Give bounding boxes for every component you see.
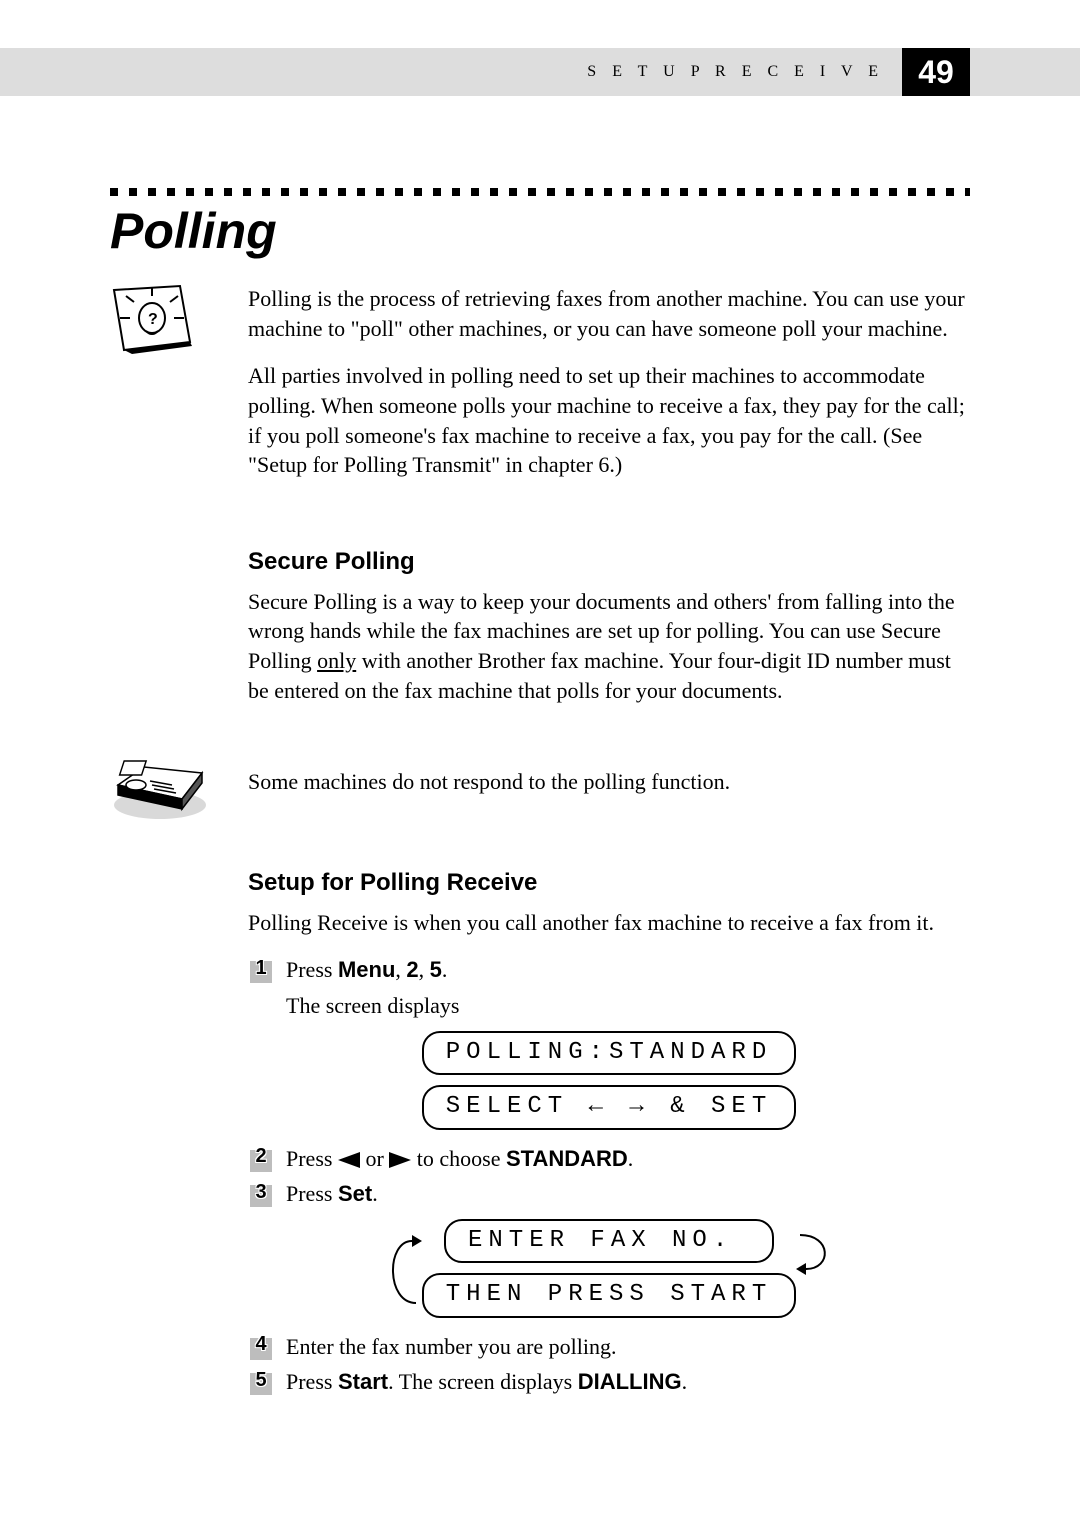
right-arrow-icon <box>389 1152 411 1168</box>
step-1: 1 Press Menu, 2, 5. <box>248 955 970 985</box>
cycle-right-arrow-icon <box>796 1225 838 1275</box>
step3-set: Set <box>338 1181 372 1206</box>
header-right-group: S E T U P R E C E I V E 49 <box>587 48 970 96</box>
intro-paragraph-2: All parties involved in polling need to … <box>248 361 970 480</box>
step-5-body: Press Start. The screen displays DIALLIN… <box>286 1367 970 1397</box>
tip-icon-col: ? <box>110 284 220 358</box>
step5-start: Start <box>338 1369 388 1394</box>
secure-section: Secure Polling Secure Polling is a way t… <box>110 518 970 723</box>
setup-section: Setup for Polling Receive Polling Receiv… <box>110 839 970 1403</box>
content-area: Polling ? <box>110 188 970 1403</box>
step-4: 4 Enter the fax number you are polling. <box>248 1332 970 1362</box>
left-arrow-icon <box>338 1152 360 1168</box>
step-1-sub: The screen displays <box>286 991 970 1021</box>
step-number-1: 1 <box>248 955 274 981</box>
secure-polling-paragraph: Secure Polling is a way to keep your doc… <box>248 587 970 706</box>
step-3-body: Press Set. <box>286 1179 970 1209</box>
step1-a: Press <box>286 957 338 982</box>
lcd-select-set: SELECT ← → & SET <box>422 1085 796 1129</box>
step5-c: . The screen displays <box>388 1369 578 1394</box>
step2-e: . <box>628 1146 634 1171</box>
lightbulb-icon: ? <box>110 284 194 358</box>
secure-only: only <box>317 648 356 673</box>
setup-body: Setup for Polling Receive Polling Receiv… <box>248 839 970 1403</box>
lcd-cycle: ENTER FAX NO. THEN PRESS START <box>422 1219 796 1318</box>
step3-a: Press <box>286 1181 338 1206</box>
cycle-left-arrow-icon <box>378 1225 422 1315</box>
step-number-2: 2 <box>248 1144 274 1170</box>
svg-text:?: ? <box>148 311 158 328</box>
step-2: 2 Press or to choose STANDARD. <box>248 1144 970 1174</box>
manual-page: S E T U P R E C E I V E 49 Polling <box>0 0 1080 1526</box>
step3-c: . <box>372 1181 378 1206</box>
step1-2: 2 <box>406 957 418 982</box>
fax-icon-col <box>110 743 220 821</box>
step1-5: 5 <box>430 957 442 982</box>
step2-a: Press <box>286 1146 338 1171</box>
step-2-body: Press or to choose STANDARD. <box>286 1144 970 1174</box>
header-section-label: S E T U P R E C E I V E <box>587 63 902 81</box>
step-4-body: Enter the fax number you are polling. <box>286 1332 970 1362</box>
secure-body: Secure Polling Secure Polling is a way t… <box>248 518 970 723</box>
setup-heading: Setup for Polling Receive <box>248 867 970 899</box>
machine-note-row: Some machines do not respond to the poll… <box>110 743 970 821</box>
intro-paragraph-1: Polling is the process of retrieving fax… <box>248 284 970 343</box>
dotted-rule <box>110 188 970 196</box>
lcd-polling-standard: POLLING:STANDARD <box>422 1031 796 1075</box>
intro-text-col: Polling is the process of retrieving fax… <box>248 284 970 498</box>
steps-list: 1 Press Menu, 2, 5. The screen displays … <box>248 955 970 1397</box>
step-1-body: Press Menu, 2, 5. <box>286 955 970 985</box>
step1-menu: Menu <box>338 957 395 982</box>
step5-dialling: DIALLING <box>578 1369 682 1394</box>
step2-c: to choose <box>411 1146 506 1171</box>
setup-intro: Polling Receive is when you call another… <box>248 908 970 938</box>
lcd-group-2: ENTER FAX NO. THEN PRESS START <box>248 1219 970 1318</box>
step1-e: , <box>419 957 430 982</box>
machine-note: Some machines do not respond to the poll… <box>248 767 730 797</box>
header-band: S E T U P R E C E I V E 49 <box>0 48 1080 96</box>
step1-g: . <box>442 957 448 982</box>
step-number-4: 4 <box>248 1332 274 1358</box>
step-number-3: 3 <box>248 1179 274 1205</box>
intro-row: ? Polling is the process of retrieving f… <box>110 284 970 498</box>
page-number-box: 49 <box>902 48 970 96</box>
step2-b: or <box>360 1146 389 1171</box>
lcd-group-1: POLLING:STANDARD SELECT ← → & SET <box>248 1031 970 1130</box>
fax-machine-icon <box>110 743 210 821</box>
lcd-enter-fax: ENTER FAX NO. <box>444 1219 774 1263</box>
step-5: 5 Press Start. The screen displays DIALL… <box>248 1367 970 1397</box>
page-title: Polling <box>110 202 970 260</box>
step5-e: . <box>682 1369 688 1394</box>
lcd-press-start: THEN PRESS START <box>422 1273 796 1317</box>
step-3: 3 Press Set. <box>248 1179 970 1209</box>
step5-a: Press <box>286 1369 338 1394</box>
step1-c: , <box>395 957 406 982</box>
page-number: 49 <box>918 54 954 91</box>
secure-polling-heading: Secure Polling <box>248 546 970 578</box>
step-number-5: 5 <box>248 1367 274 1393</box>
step2-standard: STANDARD <box>506 1146 628 1171</box>
